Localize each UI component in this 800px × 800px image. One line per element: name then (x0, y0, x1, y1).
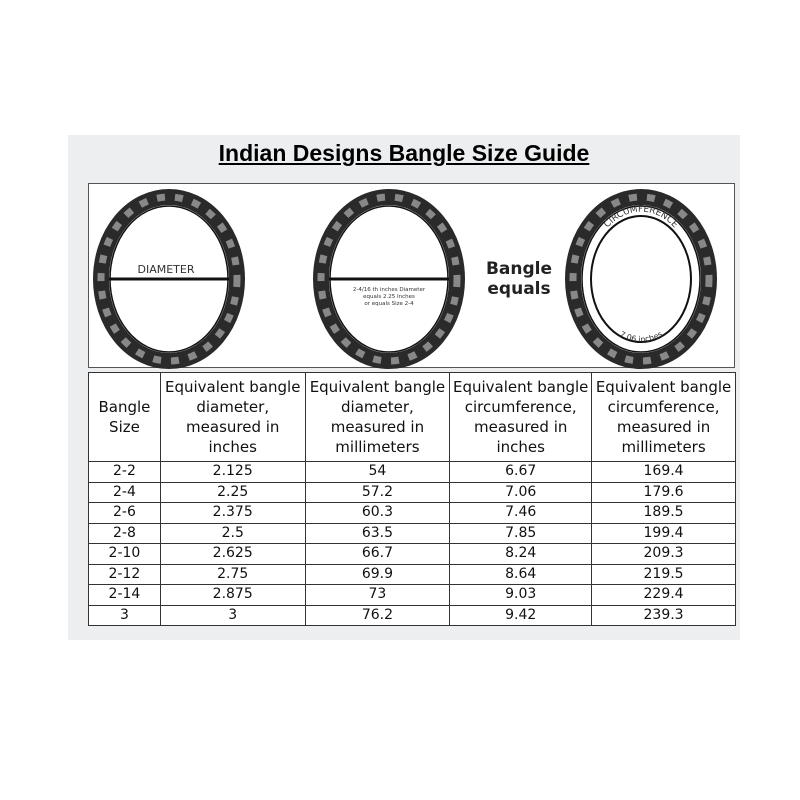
table-cell: 57.2 (304, 481, 451, 503)
table-cell: 2-2 (88, 461, 161, 483)
table-cell: 3 (88, 604, 161, 626)
table-cell: 6.67 (449, 461, 593, 483)
table-cell: 2.25 (159, 481, 306, 503)
column-header: Equivalent bangle circumference, measure… (449, 372, 593, 462)
table-row: 3 3 76.2 9.42 239.3 (88, 604, 736, 626)
table-cell: 7.46 (449, 502, 593, 524)
table-cell: 73 (304, 584, 451, 606)
table-cell: 7.06 (449, 481, 593, 503)
table-row: 2-4 2.25 57.2 7.06 179.6 (88, 481, 736, 503)
table-cell: 2-10 (88, 543, 161, 565)
equals-text-2: equals (487, 279, 550, 299)
table-cell: 69.9 (304, 563, 451, 585)
bangle-circumference-diagram: CIRCUMFERENCE 7.06 inches (573, 197, 709, 361)
example-note-3: or equals Size 2-4 (364, 301, 414, 307)
table-cell: 76.2 (304, 604, 451, 626)
column-header: Equivalent bangle diameter, measured in … (304, 372, 451, 462)
table-cell: 2.875 (159, 584, 306, 606)
table-cell: 9.03 (449, 584, 593, 606)
table-row: 2-14 2.875 73 9.03 229.4 (88, 584, 736, 606)
diameter-label: DIAMETER (138, 263, 195, 276)
table-cell: 209.3 (591, 543, 736, 565)
example-note-2: equals 2.25 Inches (363, 294, 415, 300)
table-cell: 189.5 (591, 502, 736, 524)
page-title: Indian Designs Bangle Size Guide (218, 140, 590, 166)
table-cell: 60.3 (304, 502, 451, 524)
table-cell: 219.5 (591, 563, 736, 585)
table-cell: 66.7 (304, 543, 451, 565)
table-row: 2-10 2.625 66.7 8.24 209.3 (88, 543, 736, 565)
table-cell: 7.85 (449, 522, 593, 544)
bangle-diameter-diagram: DIAMETER (101, 197, 237, 361)
table-cell: 63.5 (304, 522, 451, 544)
table-cell: 169.4 (591, 461, 736, 483)
example-note-1: 2-4/16 th inches Diameter (353, 287, 426, 293)
table-cell: 3 (159, 604, 306, 626)
column-header: Bangle Size (88, 372, 161, 462)
table-row: 2-8 2.5 63.5 7.85 199.4 (88, 522, 736, 544)
table-header-row: Bangle Size Equivalent bangle diameter, m… (88, 372, 736, 462)
table-cell: 2.75 (159, 563, 306, 585)
table-row: 2-12 2.75 69.9 8.64 219.5 (88, 563, 736, 585)
table-cell: 2.375 (159, 502, 306, 524)
table-cell: 199.4 (591, 522, 736, 544)
bangle-illustration: DIAMETER 2-4/16 th inches Diameter equal… (88, 183, 735, 368)
equals-text-1: Bangle (486, 259, 552, 279)
table-cell: 229.4 (591, 584, 736, 606)
bangle-example-diagram: 2-4/16 th inches Diameter equals 2.25 In… (321, 197, 457, 361)
table-cell: 8.24 (449, 543, 593, 565)
bangle-size-table: Bangle Size Equivalent bangle diameter, m… (88, 372, 736, 626)
table-cell: 239.3 (591, 604, 736, 626)
table-cell: 2-4 (88, 481, 161, 503)
circumference-value: 7.06 inches (618, 330, 664, 345)
table-cell: 2.125 (159, 461, 306, 483)
table-cell: 179.6 (591, 481, 736, 503)
column-header: Equivalent bangle diameter, measured in … (159, 372, 306, 462)
table-row: 2-6 2.375 60.3 7.46 189.5 (88, 502, 736, 524)
table-cell: 2-14 (88, 584, 161, 606)
table-cell: 2-8 (88, 522, 161, 544)
table-row: 2-2 2.125 54 6.67 169.4 (88, 461, 736, 483)
table-cell: 9.42 (449, 604, 593, 626)
table-cell: 2.5 (159, 522, 306, 544)
table-cell: 8.64 (449, 563, 593, 585)
table-cell: 54 (304, 461, 451, 483)
column-header: Equivalent bangle circumference, measure… (591, 372, 736, 462)
table-cell: 2-6 (88, 502, 161, 524)
table-cell: 2.625 (159, 543, 306, 565)
table-cell: 2-12 (88, 563, 161, 585)
